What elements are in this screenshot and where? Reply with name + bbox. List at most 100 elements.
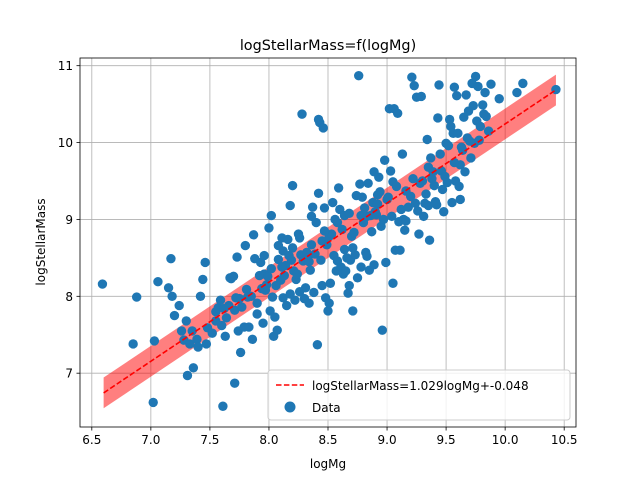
data-point — [348, 306, 358, 316]
data-point — [230, 305, 240, 315]
data-point — [221, 313, 232, 323]
data-point — [286, 255, 297, 265]
data-point — [285, 200, 295, 211]
data-point — [475, 121, 486, 132]
data-point — [273, 254, 284, 265]
data-point — [217, 320, 227, 331]
data-point — [305, 265, 315, 275]
data-point — [169, 310, 180, 321]
data-point — [424, 235, 435, 245]
x-axis-ticks: 6.5 7.0 7.5 8.0 8.5 9.0 9.5 10.0 10.5 — [82, 427, 578, 447]
data-point — [312, 340, 323, 350]
data-point — [414, 229, 424, 239]
y-axis-label: logStellarMass — [34, 198, 48, 285]
data-point — [354, 70, 364, 81]
data-point — [278, 293, 288, 303]
data-point — [307, 202, 318, 212]
data-point — [193, 342, 203, 352]
data-point — [473, 81, 483, 92]
data-point — [188, 363, 199, 373]
data-point — [454, 181, 464, 192]
data-point — [401, 216, 411, 226]
data-point — [231, 293, 241, 303]
data-point — [207, 328, 217, 338]
data-point — [372, 199, 383, 209]
data-point — [397, 149, 408, 159]
legend-data-marker-swatch — [284, 401, 296, 413]
data-point — [267, 292, 278, 302]
data-point — [356, 262, 366, 272]
data-point — [324, 298, 334, 308]
legend-data-label: Data — [312, 401, 341, 415]
data-point — [381, 257, 391, 268]
data-point — [442, 177, 452, 188]
data-point — [148, 397, 158, 408]
data-point — [294, 233, 305, 243]
data-point — [319, 203, 330, 213]
data-point — [200, 257, 210, 268]
data-point — [316, 255, 326, 265]
data-point — [176, 326, 187, 336]
data-point — [128, 339, 138, 349]
data-point — [237, 302, 247, 312]
data-point — [416, 91, 426, 102]
data-points — [97, 70, 561, 411]
data-point — [285, 289, 295, 299]
data-point — [375, 187, 385, 197]
data-point — [241, 284, 252, 295]
data-point — [263, 271, 273, 282]
data-point — [387, 211, 397, 222]
x-tick-label: 10.5 — [551, 433, 578, 447]
data-point — [187, 326, 197, 336]
data-point — [433, 113, 443, 123]
data-point — [319, 226, 330, 236]
data-point — [252, 298, 262, 308]
data-point — [426, 153, 436, 163]
data-point — [408, 173, 418, 184]
data-point — [131, 292, 142, 302]
data-point — [453, 128, 463, 139]
data-point — [418, 211, 429, 222]
data-point — [259, 250, 269, 261]
data-point — [439, 207, 449, 217]
data-point — [410, 198, 421, 208]
data-point — [352, 273, 363, 283]
y-tick-label: 7 — [65, 367, 73, 381]
x-tick-label: 9.5 — [437, 433, 456, 447]
data-point — [362, 251, 372, 262]
data-point — [198, 274, 208, 285]
data-point — [457, 145, 468, 155]
data-point — [366, 227, 377, 237]
data-point — [297, 109, 307, 119]
data-point — [244, 322, 254, 332]
legend-box — [267, 369, 571, 421]
data-point — [383, 192, 393, 202]
data-point — [359, 203, 370, 213]
y-axis-ticks: 7 8 9 10 11 — [58, 59, 80, 381]
data-point — [349, 227, 359, 238]
data-point — [486, 79, 496, 89]
data-point — [461, 90, 471, 100]
data-point — [306, 211, 317, 222]
data-point — [343, 288, 353, 298]
data-point — [395, 245, 405, 255]
x-tick-label: 8.5 — [318, 433, 337, 447]
data-point — [494, 94, 504, 104]
data-point — [392, 108, 403, 119]
data-point — [220, 331, 230, 341]
data-point — [292, 269, 302, 279]
data-point — [478, 100, 488, 110]
data-point — [270, 312, 280, 322]
data-point — [153, 277, 163, 287]
data-point — [344, 208, 354, 218]
data-point — [281, 300, 292, 311]
data-point — [385, 166, 396, 176]
data-point — [230, 378, 240, 388]
data-point — [377, 325, 388, 335]
data-point — [266, 210, 277, 221]
data-point — [460, 167, 470, 177]
data-point — [149, 336, 160, 346]
data-point — [310, 249, 320, 259]
data-point — [240, 240, 251, 251]
